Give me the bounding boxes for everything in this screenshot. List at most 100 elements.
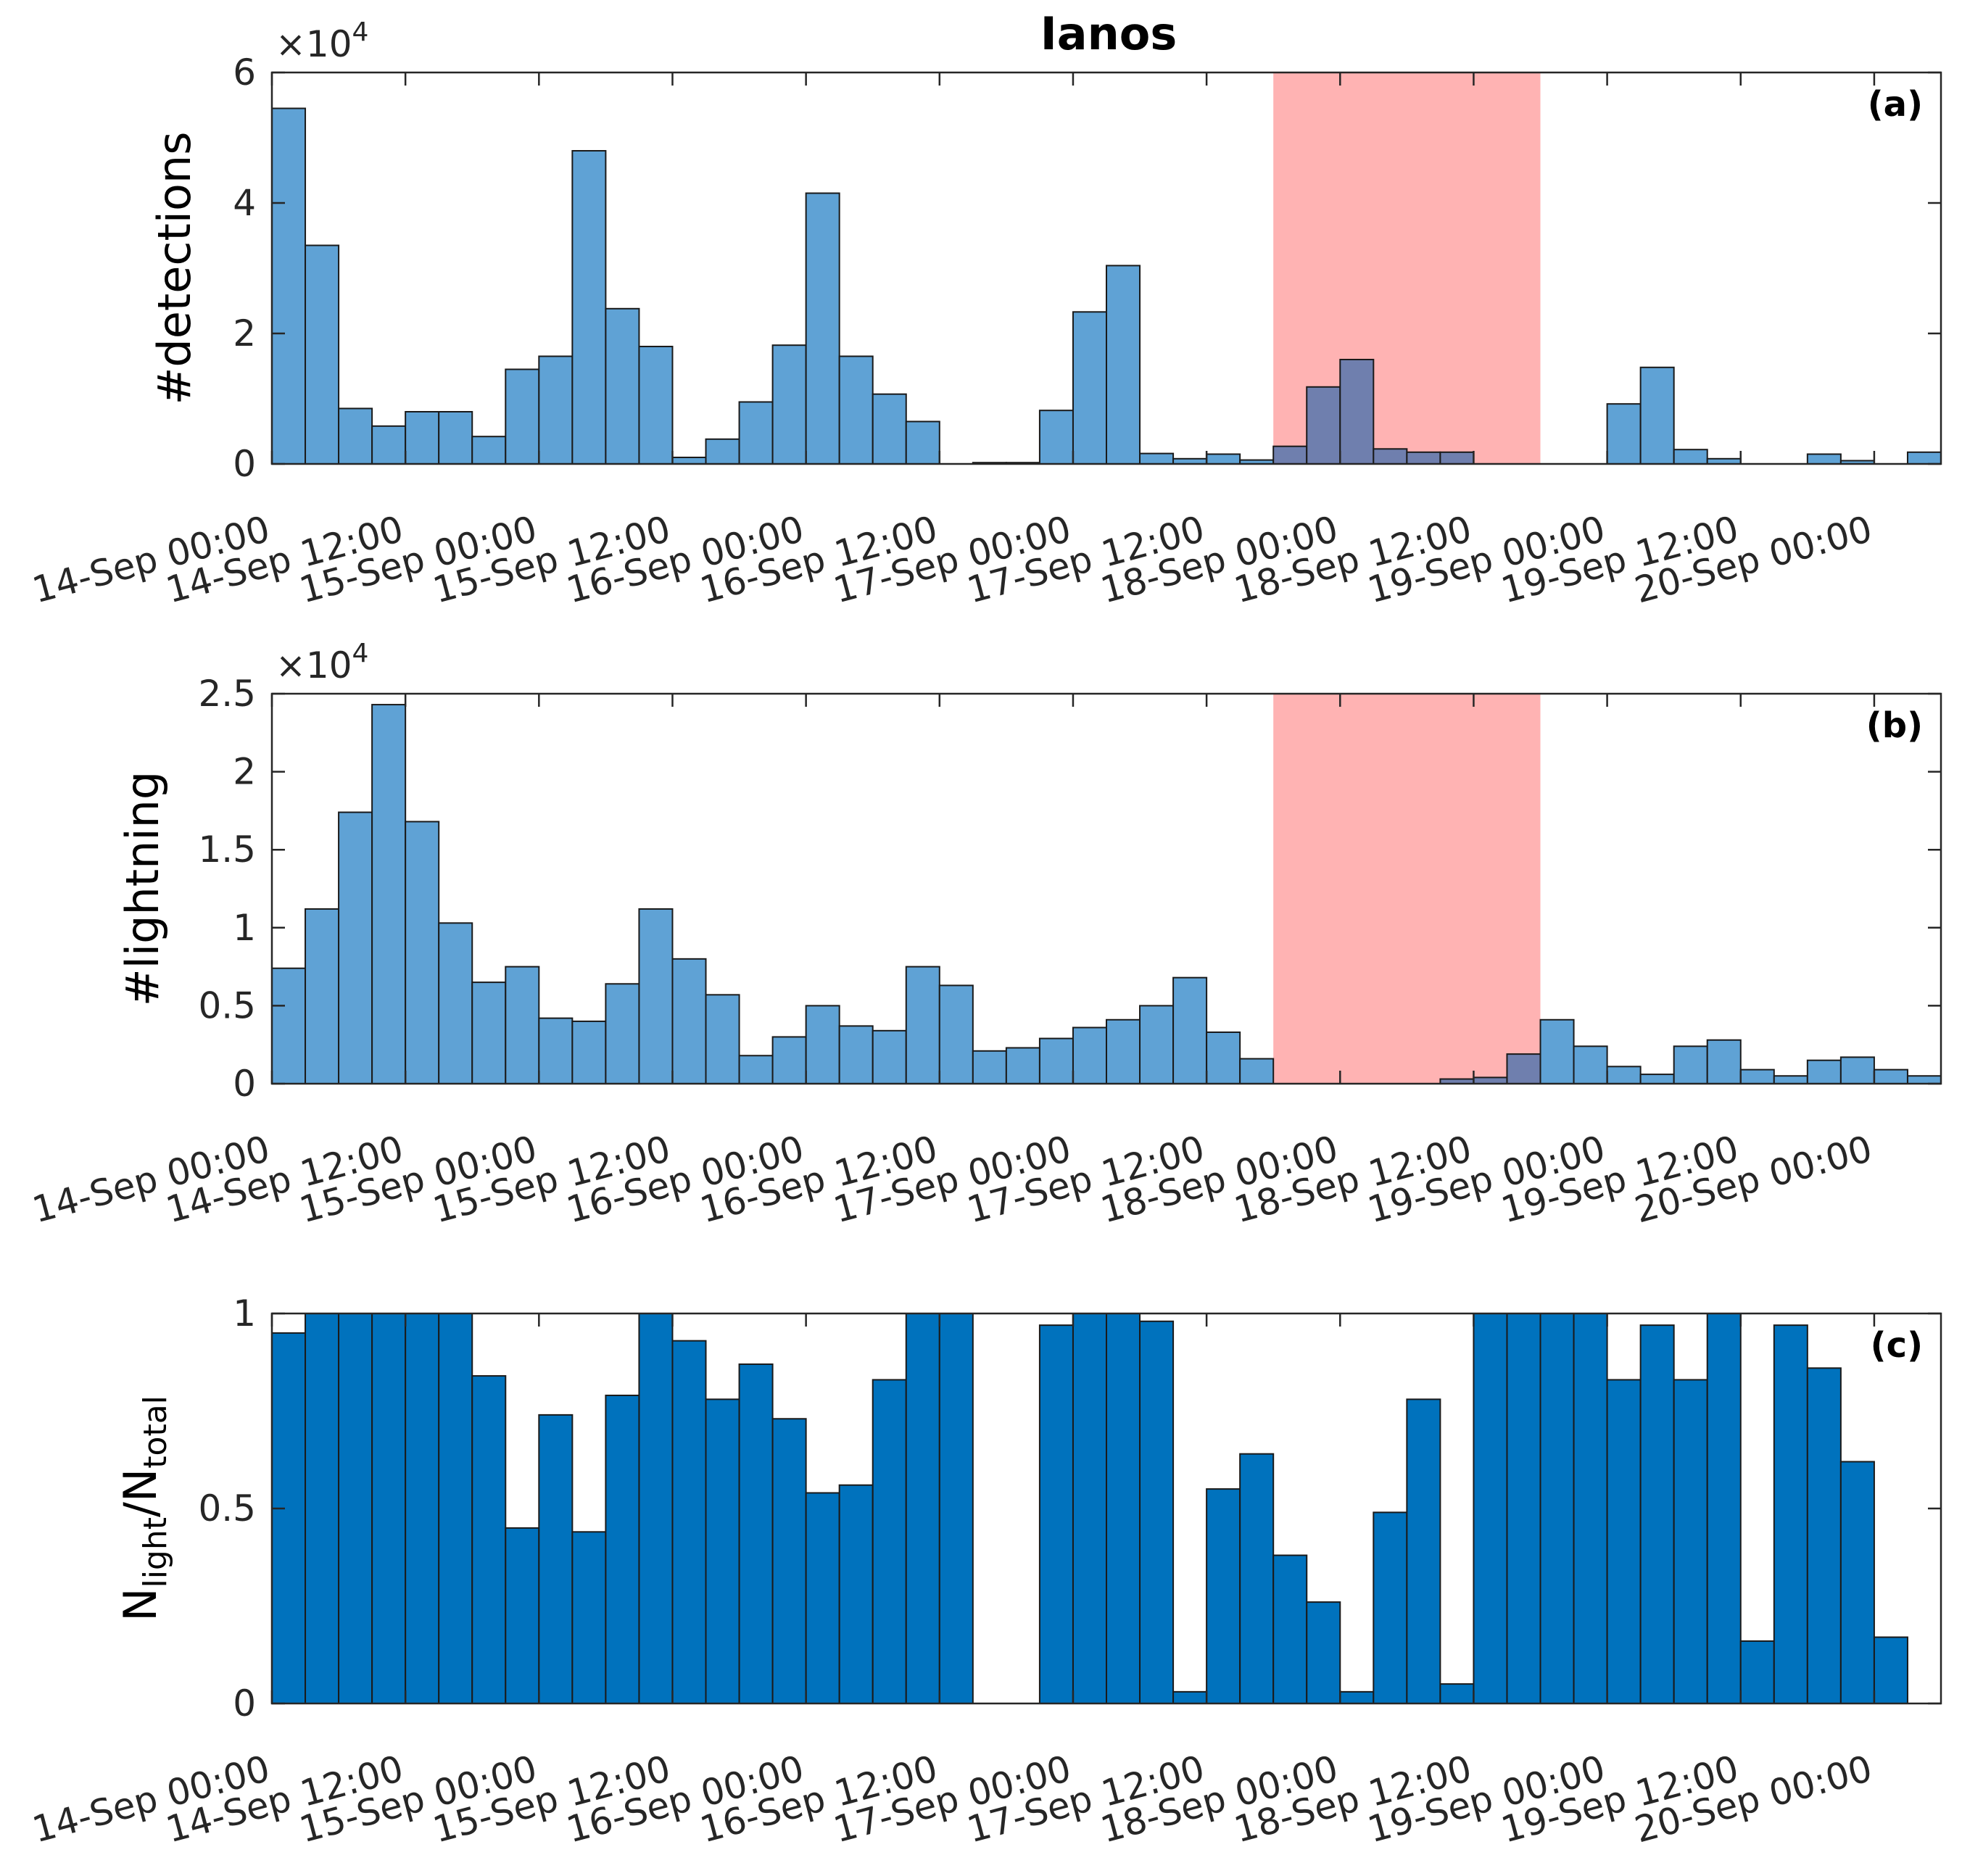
bar [1806, 1059, 1842, 1084]
y-tick-label: 0 [233, 1682, 256, 1724]
bar [872, 1379, 907, 1704]
bar [438, 1313, 473, 1704]
y-tick-label: 1.5 [198, 829, 256, 871]
bar [1272, 445, 1308, 465]
y-axis-label: #lightning [116, 771, 169, 1007]
bar [1739, 1068, 1775, 1084]
bar [872, 393, 907, 465]
bar [405, 1313, 440, 1704]
bar [471, 1375, 507, 1704]
axes-frame [270, 692, 1942, 1085]
bar [1339, 359, 1375, 465]
bar [538, 1017, 574, 1084]
bar [938, 984, 974, 1084]
bar [405, 821, 440, 1084]
axes-frame [270, 71, 1942, 465]
bar [1172, 1690, 1208, 1705]
bar [1306, 1601, 1341, 1705]
bar [1473, 1076, 1508, 1084]
bar [1206, 453, 1241, 465]
bar [1873, 1636, 1908, 1705]
bar [905, 420, 940, 465]
panel-label: (c) [1871, 1325, 1923, 1366]
bar [1272, 1554, 1308, 1705]
bar [1606, 403, 1642, 465]
bar [271, 1332, 307, 1705]
bar [638, 1313, 674, 1704]
bar [1172, 976, 1208, 1084]
bar [1106, 1018, 1141, 1084]
bar [838, 355, 874, 465]
bar [1373, 448, 1408, 465]
bar [1439, 451, 1475, 465]
bar [605, 983, 640, 1084]
y-tick-label: 0 [233, 443, 256, 485]
bar [705, 994, 740, 1085]
bar [1873, 1068, 1908, 1084]
bar [505, 966, 540, 1084]
bar [638, 346, 674, 465]
bar [771, 344, 807, 465]
y-tick-label: 0.5 [198, 984, 256, 1026]
bar [1005, 1047, 1040, 1085]
bar [1206, 1031, 1241, 1085]
bar [1906, 451, 1942, 465]
bar [1639, 1074, 1675, 1085]
bar [338, 811, 373, 1084]
bar [371, 425, 407, 465]
bar [1773, 1324, 1808, 1704]
y-tick-label: 0 [233, 1063, 256, 1105]
y-axis-label: Nlight/Ntotal [114, 1395, 174, 1622]
bar [1072, 1026, 1107, 1084]
bar [771, 1418, 807, 1704]
bar [438, 922, 473, 1084]
bar [505, 368, 540, 465]
bar [938, 1313, 974, 1704]
bar [805, 1005, 840, 1085]
panel-label: (a) [1868, 84, 1923, 125]
bar [1673, 1379, 1708, 1704]
y-tick-label: 2.5 [198, 673, 256, 715]
bar [471, 981, 507, 1084]
bar [705, 438, 740, 465]
bar [705, 1398, 740, 1704]
bar [1139, 452, 1175, 465]
bar [905, 966, 940, 1084]
y-tick-label: 1 [233, 907, 256, 949]
bar [1139, 1005, 1175, 1085]
y-axis-label: #detections [148, 131, 201, 404]
bar [1473, 1313, 1508, 1704]
bar [905, 1313, 940, 1704]
chart-title: Ianos [1040, 7, 1177, 60]
bar [1439, 1683, 1475, 1705]
bar [1206, 1488, 1241, 1705]
y-tick-label: 0.5 [198, 1487, 256, 1530]
y-tick-label: 1 [233, 1292, 256, 1335]
bar [1106, 1313, 1141, 1704]
bar [1706, 1313, 1742, 1704]
bar [1506, 1053, 1541, 1085]
y-tick-label: 2 [233, 751, 256, 793]
bar [1406, 451, 1441, 465]
bar [1106, 265, 1141, 465]
bar [671, 1340, 707, 1705]
bar [305, 244, 340, 465]
bar [1038, 1324, 1074, 1704]
bar [571, 1531, 607, 1705]
y-tick-label: 2 [233, 312, 256, 354]
bar [471, 436, 507, 465]
bar [838, 1025, 874, 1084]
exponent-label: ×104 [276, 639, 368, 686]
bar [1139, 1320, 1175, 1704]
bar [872, 1029, 907, 1085]
bar [571, 1020, 607, 1085]
bar [1773, 1075, 1808, 1084]
y-tick-label: 6 [233, 51, 256, 94]
bar [305, 908, 340, 1084]
bar [1038, 410, 1074, 465]
bar [1539, 1018, 1575, 1084]
